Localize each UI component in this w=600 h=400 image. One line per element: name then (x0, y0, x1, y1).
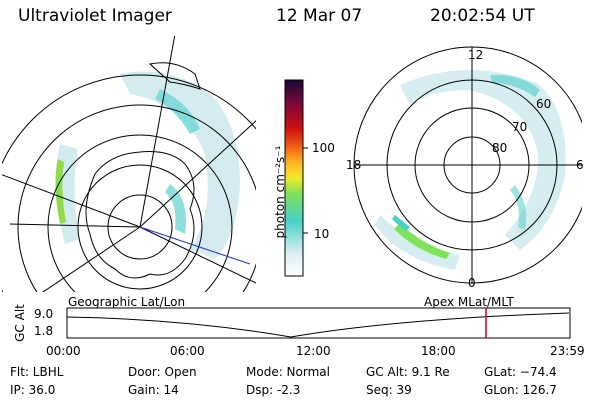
glat-status: GLat: −74.4 (484, 365, 557, 379)
clock-label-12: 12 (468, 48, 484, 62)
date-label: 12 Mar 07 (276, 6, 363, 26)
ip-status: IP: 36.0 (10, 383, 56, 397)
glon-status: GLon: 126.7 (484, 383, 557, 397)
gc-alt-axis-title: GC Alt (13, 304, 27, 342)
colorbar-unit-label: photon cm⁻²s⁻¹ (273, 145, 287, 239)
gc-alt-status: GC Alt: 9.1 Re (366, 365, 450, 379)
color-scale-bar (284, 79, 308, 277)
seq-status: Seq: 39 (366, 383, 412, 397)
x-tick-1200: 12:00 (296, 344, 331, 358)
door-status: Door: Open (128, 365, 197, 379)
clock-label-0: 0 (468, 276, 476, 290)
y-tick-9: 9.0 (34, 307, 54, 321)
x-tick-0000: 00:00 (46, 344, 81, 358)
clock-label-6: 6 (576, 158, 584, 172)
apex-label: Apex MLat/MLT (424, 295, 514, 309)
geographic-map (2, 36, 256, 292)
gain-status: Gain: 14 (128, 383, 179, 397)
mode-status: Mode: Normal (246, 365, 330, 379)
filter-status: Flt: LBHL (10, 365, 64, 379)
clock-label-18: 18 (346, 158, 362, 172)
x-tick-0600: 06:00 (170, 344, 205, 358)
dsp-status: Dsp: -2.3 (246, 383, 301, 397)
lat-label-60: 60 (536, 97, 552, 111)
x-tick-1800: 18:00 (421, 344, 456, 358)
instrument-title: Ultraviolet Imager (18, 6, 172, 26)
lat-label-70: 70 (512, 120, 528, 134)
lat-label-80: 80 (492, 141, 508, 155)
colorbar-tick-10: 10 (314, 227, 330, 241)
x-tick-2359: 23:59 (550, 344, 585, 358)
colorbar-tick-100: 100 (312, 141, 335, 155)
polar-mlt-plot (353, 46, 582, 284)
time-label: 20:02:54 UT (430, 6, 535, 26)
y-tick-1.8: 1.8 (34, 324, 54, 338)
altitude-timeline-plot (66, 307, 571, 339)
geographic-label: Geographic Lat/Lon (68, 295, 186, 309)
